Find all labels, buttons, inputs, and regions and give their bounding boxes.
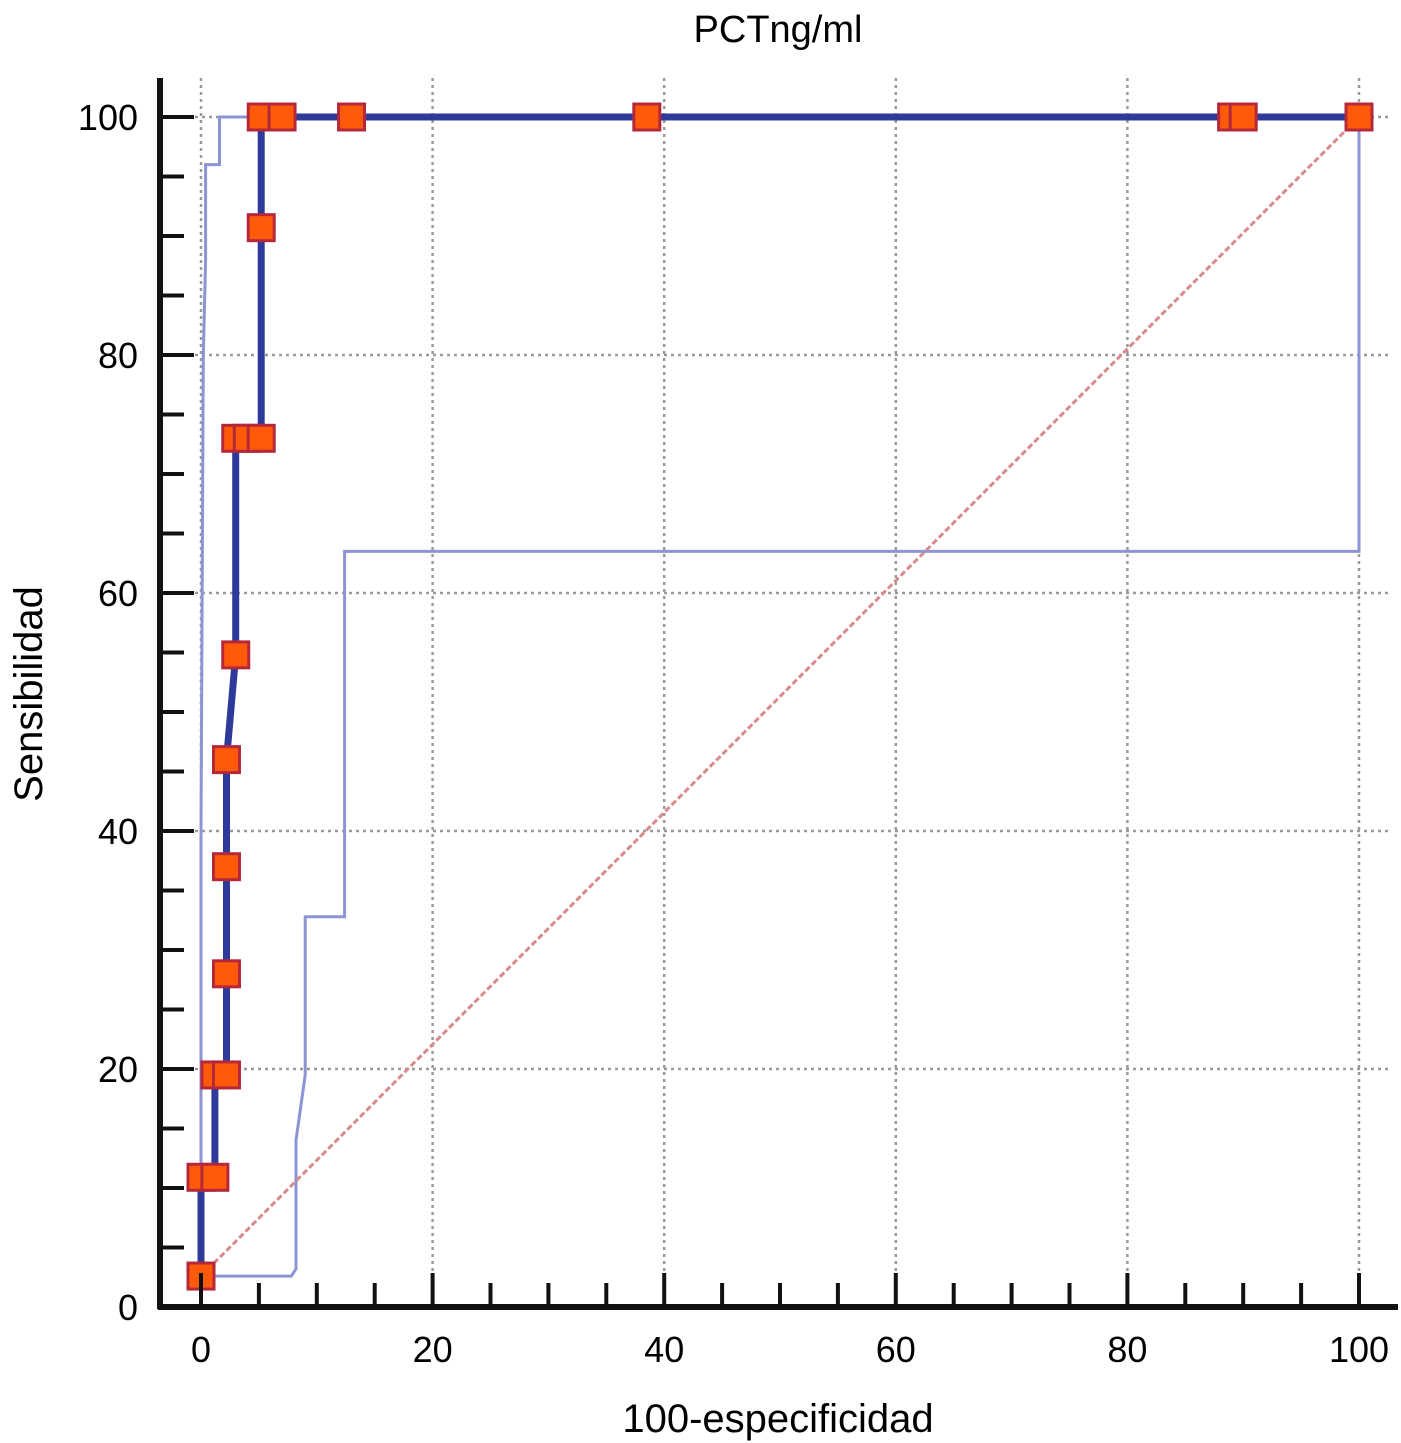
y-tick-label: 0 [118,1287,138,1328]
confidence-bound-upper-line [199,115,1359,1307]
confidence-bounds [199,115,1361,1307]
y-tick-label: 100 [78,97,138,138]
axes [157,78,1398,1310]
reference-diagonal [199,115,1361,1278]
tick-labels: 0 20 40 60 80 100 0 20 40 60 80 100 [78,97,1389,1370]
x-tick-label: 80 [1107,1329,1147,1370]
roc-point-marker [211,852,241,882]
x-tick-label: 0 [191,1329,211,1370]
y-tick-label: 20 [98,1049,138,1090]
chart-title: PCTng/ml [694,9,863,51]
roc-point-marker [211,959,241,989]
roc-point-marker [221,640,251,670]
roc-point-marker [632,102,662,132]
y-tick-label: 40 [98,811,138,852]
y-axis-label: Sensibilidad [7,586,51,802]
x-tick-label: 100 [1329,1329,1389,1370]
x-axis-label: 100-especificidad [622,1397,933,1441]
roc-point-marker [267,102,297,132]
y-tick-label: 80 [98,335,138,376]
roc-point-marker [1344,102,1374,132]
x-tick-label: 40 [644,1329,684,1370]
confidence-bound-lower-line [199,117,1361,1307]
x-tick-label: 60 [876,1329,916,1370]
reference-diagonal-line [199,115,1361,1278]
roc-point-marker [246,423,276,453]
roc-point-marker [1228,102,1258,132]
x-tick-label: 20 [413,1329,453,1370]
roc-point-marker [211,1060,241,1090]
roc-point-marker [246,213,276,243]
roc-point-marker [337,102,367,132]
roc-markers [186,102,1374,1291]
roc-point-marker [211,745,241,775]
roc-point-marker [200,1162,230,1192]
y-tick-label: 60 [98,573,138,614]
